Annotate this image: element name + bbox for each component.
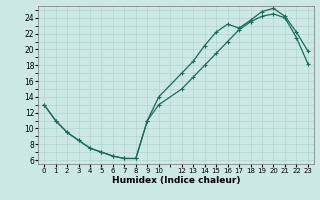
X-axis label: Humidex (Indice chaleur): Humidex (Indice chaleur) xyxy=(112,176,240,185)
